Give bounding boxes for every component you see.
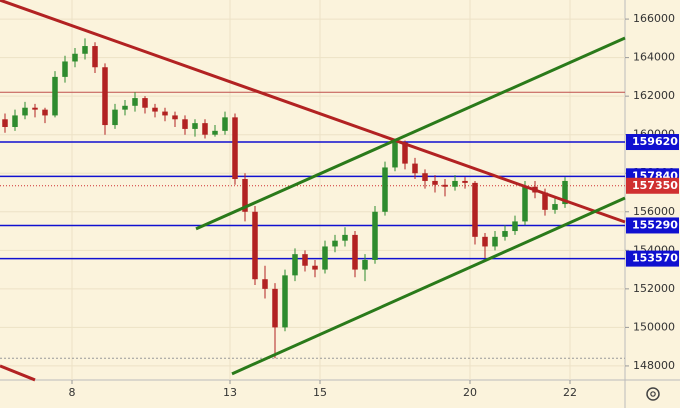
- candle-body: [262, 279, 268, 289]
- candle-body: [92, 46, 98, 68]
- settings-icon[interactable]: [646, 387, 660, 401]
- trendline: [195, 36, 626, 231]
- candle-body: [372, 211, 378, 260]
- candle-body: [502, 231, 508, 237]
- candle-body: [522, 186, 528, 222]
- y-tick-label: 152000: [633, 282, 675, 295]
- candle-body: [422, 173, 428, 181]
- candle-body: [542, 192, 548, 210]
- candle-body: [292, 254, 298, 276]
- candle-body: [462, 180, 468, 183]
- candle-body: [302, 254, 308, 266]
- y-tick-label: 148000: [633, 359, 675, 372]
- candle-body: [222, 117, 228, 131]
- candle-body: [352, 234, 358, 270]
- candle-body: [382, 167, 388, 212]
- candle-body: [2, 119, 8, 127]
- candle-body: [232, 117, 238, 180]
- candle-body: [392, 142, 398, 168]
- candle-body: [342, 234, 348, 241]
- candle-body: [72, 53, 78, 62]
- candle-body: [242, 179, 248, 212]
- candle-body: [322, 246, 328, 270]
- trendline: [231, 196, 626, 376]
- candle-body: [492, 236, 498, 247]
- candle-body: [442, 184, 448, 187]
- x-tick-label: 22: [563, 386, 577, 399]
- candle-body: [12, 115, 18, 127]
- candle-body: [402, 142, 408, 164]
- y-tick-label: 156000: [633, 205, 675, 218]
- candle-body: [42, 109, 48, 116]
- gear[interactable]: [646, 387, 660, 401]
- candle-body: [472, 182, 478, 237]
- trendline: [0, 364, 36, 382]
- candle-body: [202, 123, 208, 135]
- x-tick-label: 15: [313, 386, 327, 399]
- price-box: [626, 177, 679, 194]
- y-tick-label: 164000: [633, 51, 675, 64]
- gear-hub[interactable]: [650, 391, 656, 397]
- candle-body: [552, 204, 558, 210]
- candle-body: [152, 107, 158, 112]
- y-tick-label: 150000: [633, 320, 675, 333]
- price-box: [626, 134, 679, 151]
- candle-body: [362, 259, 368, 270]
- candle-body: [122, 105, 128, 110]
- candle-body: [142, 98, 148, 108]
- price-box: [626, 217, 679, 234]
- candle-body: [252, 211, 258, 280]
- candle-body: [282, 275, 288, 328]
- candle-body: [112, 109, 118, 126]
- candle-body: [482, 236, 488, 247]
- candle-body: [412, 163, 418, 174]
- x-tick-label: 20: [463, 386, 477, 399]
- candle-body: [102, 67, 108, 126]
- price-box-label: 153570: [632, 252, 678, 265]
- candle-body: [312, 265, 318, 270]
- price-box-label: 155290: [632, 218, 678, 231]
- x-tick-label: 8: [69, 386, 76, 399]
- y-tick-label: 162000: [633, 89, 675, 102]
- trendline: [0, 0, 626, 224]
- candle-body: [62, 61, 68, 77]
- candle-body: [172, 115, 178, 120]
- candle-body: [272, 288, 278, 328]
- candle-body: [562, 180, 568, 205]
- candle-body: [132, 98, 138, 106]
- candle-body: [192, 123, 198, 129]
- candle-body: [32, 107, 38, 110]
- candle-body: [182, 119, 188, 129]
- candle-body: [212, 130, 218, 135]
- candle-body: [452, 180, 458, 187]
- candle-body: [82, 46, 88, 54]
- x-tick-label: 13: [223, 386, 237, 399]
- candle-body: [332, 240, 338, 247]
- candle-body: [512, 221, 518, 232]
- candle-body: [162, 111, 168, 116]
- price-box-label: 157350: [632, 179, 678, 192]
- price-box-label: 159620: [632, 135, 678, 148]
- candle-body: [432, 180, 438, 185]
- candle-body: [52, 76, 58, 116]
- candle-body: [22, 107, 28, 116]
- y-tick-label: 166000: [633, 12, 675, 25]
- price-box: [626, 250, 679, 267]
